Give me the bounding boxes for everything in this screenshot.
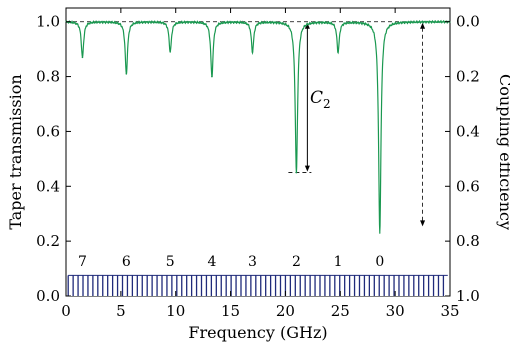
y-ticks-right: 1.0 0.8 0.6 0.4 0.2 0.0 xyxy=(445,13,480,305)
mode-label: 1 xyxy=(334,254,343,270)
mode-label: 3 xyxy=(248,254,257,270)
y-tick-label-left: 0.2 xyxy=(36,232,60,250)
c2-arrow-head-up xyxy=(304,22,310,29)
mode-label: 4 xyxy=(207,254,216,270)
dip-point xyxy=(125,73,128,75)
dip-point xyxy=(169,51,172,53)
mode-label: 2 xyxy=(292,254,301,270)
y-tick-label-right: 0.2 xyxy=(456,68,480,86)
mode-labels: 7 6 5 4 3 2 1 0 xyxy=(78,254,384,270)
y-tick-label-left: 1.0 xyxy=(36,13,60,31)
mode-label: 7 xyxy=(78,254,87,270)
x-tick-label: 35 xyxy=(440,302,459,320)
y-tick-label-left: 0.8 xyxy=(36,68,60,86)
dip-point xyxy=(295,171,298,174)
frequency-comb xyxy=(67,274,448,296)
x-tick-label: 20 xyxy=(276,302,295,320)
x-axis-label: Frequency (GHz) xyxy=(188,323,327,342)
x-tick-label: 15 xyxy=(221,302,240,320)
y-tick-label-right: 0.4 xyxy=(456,122,480,140)
y-tick-label-right: 0.8 xyxy=(456,232,480,250)
y-tick-label-right: 0.0 xyxy=(456,13,480,31)
mode-label: 0 xyxy=(375,254,384,270)
dashed-arrow-head-down xyxy=(420,220,426,227)
x-tick-label: 10 xyxy=(166,302,185,320)
x-tick-label: 25 xyxy=(331,302,350,320)
y-tick-label-left: 0.4 xyxy=(36,177,60,195)
x-tick-label: 5 xyxy=(116,302,126,320)
x-tick-label: 0 xyxy=(61,302,71,320)
annotation-guides xyxy=(66,21,450,227)
mode-label: 5 xyxy=(166,254,175,270)
dip-point xyxy=(378,232,381,234)
y-tick-label-left: 0.6 xyxy=(36,122,60,140)
transmission-series xyxy=(65,19,451,234)
mode-label: 6 xyxy=(122,254,131,270)
y-tick-label-left: 0.0 xyxy=(36,287,60,305)
dip-point xyxy=(81,56,84,59)
y-axis-label-left: Taper transmission xyxy=(6,74,25,229)
c2-subscript: 2 xyxy=(323,97,331,111)
x-ticks: 0 5 10 15 20 25 30 35 xyxy=(61,8,460,320)
y-axis-label-right: Coupling efficiency xyxy=(496,74,510,230)
c2-arrow-head-down xyxy=(304,165,310,172)
c2-annotation: C2 xyxy=(310,88,331,111)
dip-point xyxy=(211,75,213,78)
comb-background xyxy=(68,275,448,296)
dip-point xyxy=(251,51,254,53)
plot-frame xyxy=(65,7,451,297)
dip-point xyxy=(337,51,339,53)
transmission-line xyxy=(65,19,451,233)
y-tick-label-right: 0.6 xyxy=(456,177,480,195)
x-tick-label: 30 xyxy=(386,302,405,320)
dashed-arrow-head-up xyxy=(420,22,426,29)
y-tick-label-right: 1.0 xyxy=(456,287,480,305)
y-ticks-left: 0.0 0.2 0.4 0.6 0.8 1.0 xyxy=(36,13,71,305)
